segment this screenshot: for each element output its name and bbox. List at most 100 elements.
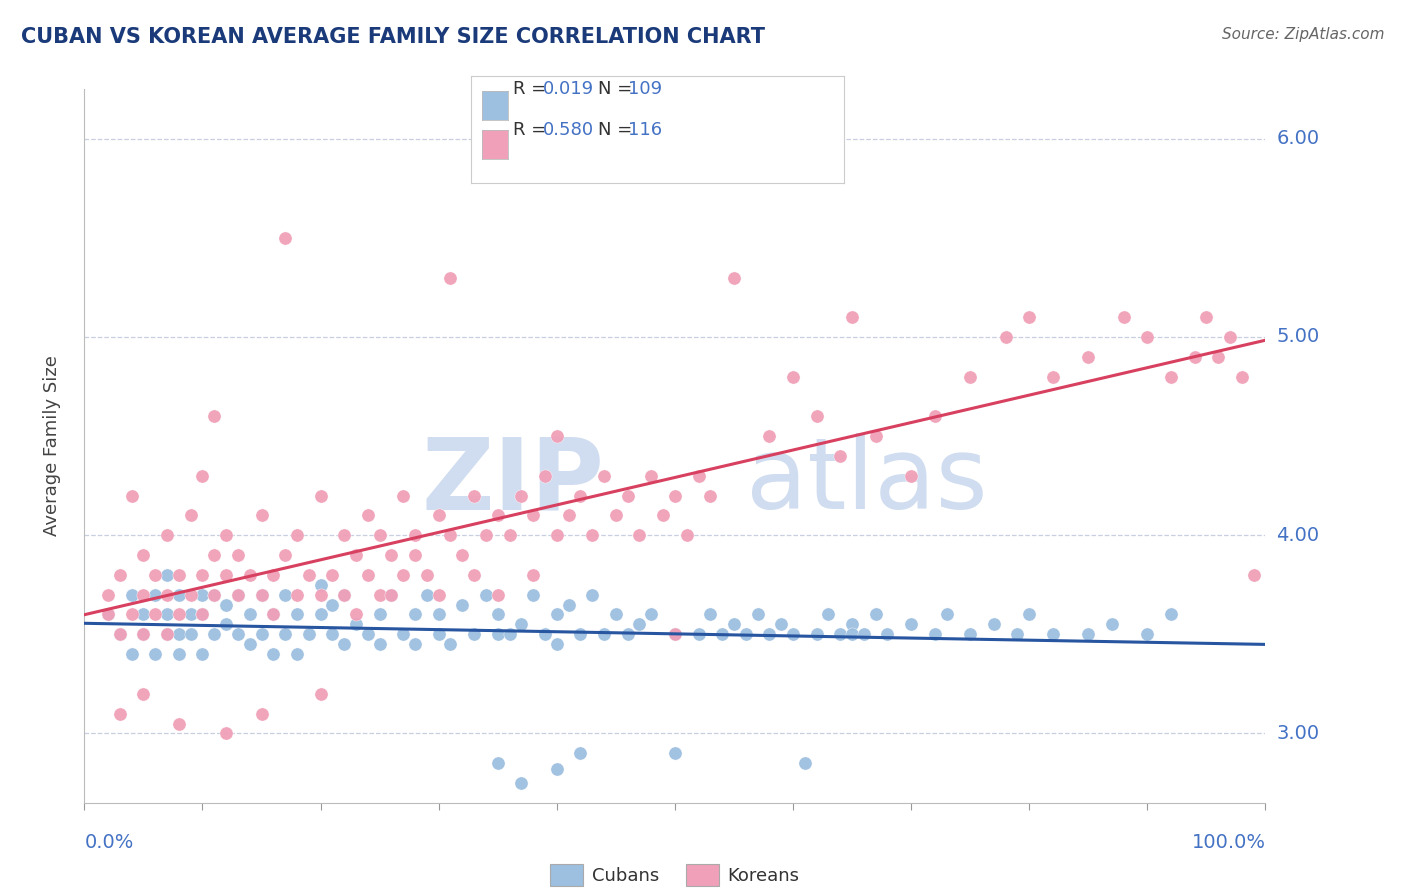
Point [463, 567, 485, 582]
Point [628, 617, 651, 632]
Point [250, 706, 273, 721]
Point [132, 627, 155, 641]
Point [664, 627, 686, 641]
Point [274, 627, 297, 641]
Point [285, 588, 308, 602]
Point [215, 726, 238, 740]
Point [475, 588, 498, 602]
Point [180, 588, 202, 602]
Point [262, 607, 284, 622]
Point [546, 429, 568, 443]
Point [806, 409, 828, 424]
Point [274, 588, 297, 602]
Point [994, 330, 1017, 344]
Point [132, 588, 155, 602]
Point [156, 607, 179, 622]
Point [239, 637, 262, 651]
Point [1042, 369, 1064, 384]
Point [569, 627, 592, 641]
Point [475, 528, 498, 542]
Point [983, 617, 1005, 632]
Point [226, 588, 249, 602]
Point [132, 627, 155, 641]
Point [498, 627, 520, 641]
Point [522, 588, 544, 602]
Point [285, 607, 308, 622]
Point [344, 607, 367, 622]
Point [97, 607, 120, 622]
Point [156, 627, 179, 641]
Point [404, 607, 426, 622]
Point [616, 627, 638, 641]
Point [108, 627, 131, 641]
Point [333, 637, 356, 651]
Point [652, 508, 675, 523]
Point [486, 756, 509, 771]
Point [226, 548, 249, 562]
Text: 109: 109 [628, 80, 662, 98]
Point [250, 508, 273, 523]
Point [664, 489, 686, 503]
Point [534, 468, 557, 483]
Point [156, 588, 179, 602]
Point [321, 627, 343, 641]
Point [510, 776, 533, 790]
Point [180, 508, 202, 523]
Point [688, 627, 710, 641]
Point [959, 369, 981, 384]
Point [664, 746, 686, 760]
Point [309, 578, 332, 592]
Point [333, 588, 356, 602]
Point [852, 627, 875, 641]
Point [262, 647, 284, 661]
Point [215, 567, 238, 582]
Point [924, 627, 946, 641]
Point [451, 598, 474, 612]
Point [309, 588, 332, 602]
Point [156, 567, 179, 582]
Point [262, 607, 284, 622]
Point [510, 617, 533, 632]
Point [486, 508, 509, 523]
Point [486, 588, 509, 602]
Point [593, 468, 616, 483]
Point [167, 607, 190, 622]
Point [1077, 350, 1099, 364]
Point [108, 627, 131, 641]
Point [226, 588, 249, 602]
Point [688, 468, 710, 483]
Point [143, 607, 166, 622]
Legend: Cubans, Koreans: Cubans, Koreans [543, 857, 807, 892]
Point [108, 567, 131, 582]
Text: R =: R = [513, 121, 553, 139]
Point [793, 756, 815, 771]
Point [723, 270, 745, 285]
Point [711, 627, 734, 641]
Point [143, 588, 166, 602]
Point [522, 567, 544, 582]
Text: 116: 116 [628, 121, 662, 139]
Text: 3.00: 3.00 [1277, 724, 1320, 743]
Point [1206, 350, 1229, 364]
Point [309, 607, 332, 622]
Point [404, 528, 426, 542]
Point [202, 588, 225, 602]
Point [699, 489, 721, 503]
Point [593, 627, 616, 641]
Point [344, 548, 367, 562]
Point [1160, 369, 1182, 384]
Point [380, 588, 402, 602]
Point [121, 607, 143, 622]
Point [640, 607, 662, 622]
Point [616, 489, 638, 503]
Point [581, 588, 603, 602]
Point [486, 627, 509, 641]
Point [723, 617, 745, 632]
Point [380, 588, 402, 602]
Point [1042, 627, 1064, 641]
Point [427, 588, 450, 602]
Point [226, 627, 249, 641]
Point [427, 607, 450, 622]
Point [132, 548, 155, 562]
Point [167, 647, 190, 661]
